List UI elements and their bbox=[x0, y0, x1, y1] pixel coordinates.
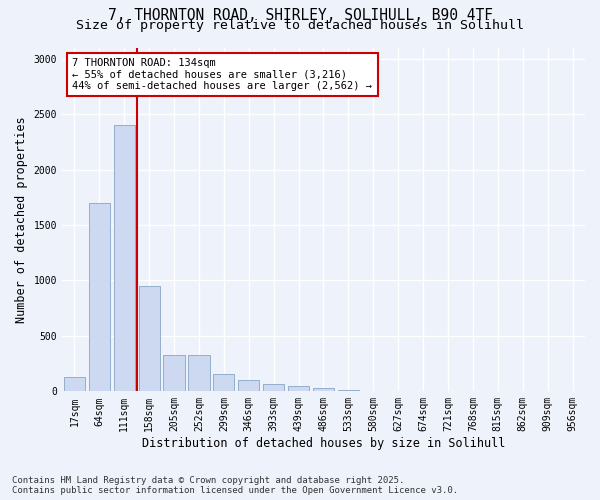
Bar bbox=[113, 125, 135, 392]
Bar bbox=[313, 388, 334, 392]
Bar bbox=[362, 391, 384, 392]
Text: Contains HM Land Registry data © Crown copyright and database right 2025.
Contai: Contains HM Land Registry data © Crown c… bbox=[12, 476, 458, 495]
Text: Size of property relative to detached houses in Solihull: Size of property relative to detached ho… bbox=[76, 19, 524, 32]
Text: 7, THORNTON ROAD, SHIRLEY, SOLIHULL, B90 4TF: 7, THORNTON ROAD, SHIRLEY, SOLIHULL, B90… bbox=[107, 8, 493, 22]
Bar bbox=[89, 203, 110, 392]
Bar bbox=[139, 286, 160, 392]
Y-axis label: Number of detached properties: Number of detached properties bbox=[15, 116, 28, 322]
Bar bbox=[338, 390, 359, 392]
Bar bbox=[64, 377, 85, 392]
Bar bbox=[263, 384, 284, 392]
Bar bbox=[238, 380, 259, 392]
X-axis label: Distribution of detached houses by size in Solihull: Distribution of detached houses by size … bbox=[142, 437, 505, 450]
Text: 7 THORNTON ROAD: 134sqm
← 55% of detached houses are smaller (3,216)
44% of semi: 7 THORNTON ROAD: 134sqm ← 55% of detache… bbox=[73, 58, 373, 91]
Bar bbox=[188, 354, 209, 392]
Bar bbox=[288, 386, 309, 392]
Bar bbox=[213, 374, 235, 392]
Bar bbox=[163, 354, 185, 392]
